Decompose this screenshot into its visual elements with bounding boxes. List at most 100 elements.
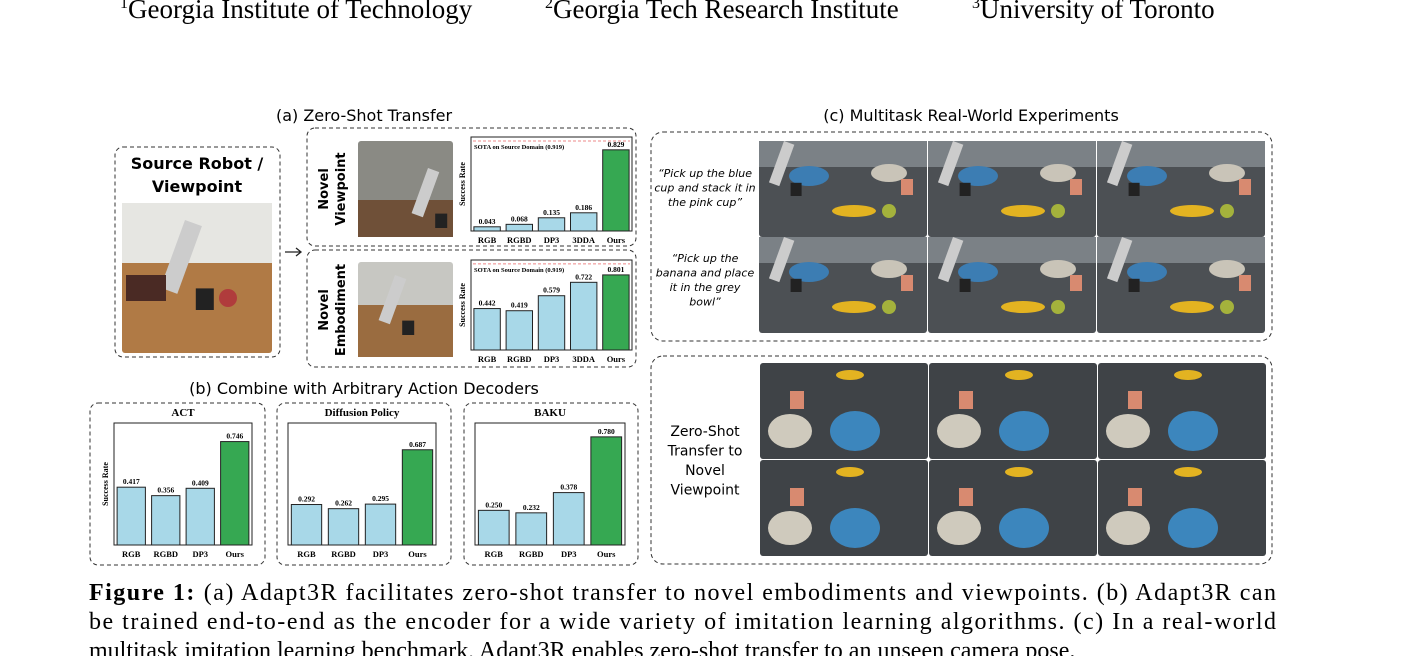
bar	[537, 295, 566, 351]
bar	[602, 274, 630, 351]
value-label: 0.043	[479, 217, 496, 226]
pink-cup	[1128, 391, 1142, 409]
value-label: 0.579	[543, 286, 560, 295]
row-label: Viewpoint	[334, 152, 349, 225]
blue-bowl	[789, 166, 829, 186]
viewpoint-panel	[306, 127, 637, 247]
grey-bowl	[1209, 260, 1245, 278]
x-tick-label: DP3	[561, 549, 577, 559]
annotation: SOTA on Source Domain (0.919)	[474, 267, 564, 274]
value-label: 0.417	[123, 477, 140, 486]
bar	[401, 449, 434, 546]
value-label: 0.829	[607, 140, 624, 149]
value-label: 0.262	[335, 499, 352, 508]
banana	[836, 370, 864, 380]
mug	[219, 289, 237, 307]
x-tick-label: RGB	[122, 549, 141, 559]
x-tick-label: RGB	[485, 549, 504, 559]
gripper	[959, 278, 971, 292]
dp-panel	[276, 402, 452, 566]
x-tick-label: DP3	[544, 235, 560, 245]
transfer-label: Zero-Shot	[670, 424, 740, 440]
x-tick-label: RGB	[478, 354, 497, 364]
task-prompt: banana and place	[656, 267, 755, 280]
gripper	[402, 320, 415, 335]
value-label: 0.409	[192, 478, 209, 487]
pink-cup	[901, 275, 913, 291]
robot-arm	[160, 220, 202, 294]
value-label: 0.135	[543, 208, 560, 217]
banana	[1005, 467, 1033, 477]
robot-arm	[768, 236, 795, 283]
value-label: 0.780	[598, 427, 615, 436]
photo	[1098, 460, 1266, 556]
x-tick-label: Ours	[597, 549, 616, 559]
x-tick-label: RGBD	[507, 354, 532, 364]
task-prompt: bowl”	[689, 296, 721, 309]
grey-bowl	[1040, 164, 1076, 182]
row-label: Novel	[317, 289, 332, 331]
panel-title: (c) Multitask Real-World Experiments	[823, 106, 1119, 125]
x-tick-label: RGB	[297, 549, 316, 559]
x-tick-label: Ours	[408, 549, 427, 559]
task-prompt: “Pick up the blue	[658, 167, 752, 180]
blue-bowl	[830, 508, 880, 548]
affiliation-name: Georgia Institute of Technology	[128, 0, 473, 24]
y-axis-label: Success Rate	[458, 162, 467, 206]
apple	[1220, 204, 1234, 218]
chart-title: BAKU	[534, 407, 566, 419]
photo	[1098, 363, 1266, 459]
baku-panel	[463, 402, 639, 566]
caption-text: (a) Adapt3R facilitates zero-shot transf…	[204, 580, 1276, 606]
task-prompt: “Pick up the	[672, 252, 739, 265]
affiliation: 3University of Toronto	[972, 0, 1215, 24]
task-prompt: cup and stack it in	[654, 182, 755, 195]
x-tick-label: DP3	[544, 354, 560, 364]
x-tick-label: RGBD	[153, 549, 178, 559]
affiliation-name: University of Toronto	[980, 0, 1215, 24]
y-axis-label: Success Rate	[458, 283, 467, 327]
blue-bowl	[1127, 166, 1167, 186]
y-axis-label: Success Rate	[101, 462, 110, 506]
row-label: Novel	[317, 168, 332, 210]
value-label: 0.722	[575, 272, 592, 281]
pink-cup	[959, 391, 973, 409]
banana	[1005, 370, 1033, 380]
bar	[602, 149, 630, 232]
value-label: 0.442	[479, 299, 496, 308]
panel-title: (a) Zero-Shot Transfer	[276, 106, 452, 125]
gripper	[435, 213, 448, 228]
photo	[122, 203, 272, 353]
blue-bowl	[789, 262, 829, 282]
affiliation-mark: 1	[120, 0, 128, 12]
pink-cup	[790, 488, 804, 506]
value-label: 0.250	[485, 500, 502, 509]
pink-cup	[1070, 275, 1082, 291]
bar	[569, 281, 598, 351]
robot-arm	[937, 141, 964, 187]
plot-frame	[113, 422, 253, 546]
value-label: 0.746	[226, 432, 243, 441]
chart-title: Diffusion Policy	[325, 407, 400, 419]
transfer-label: Transfer to	[667, 444, 743, 460]
photo	[760, 460, 928, 556]
value-label: 0.687	[409, 440, 426, 449]
bar	[515, 512, 548, 546]
transfer-label: Novel	[685, 463, 725, 479]
photo	[929, 460, 1097, 556]
arrow	[285, 247, 303, 257]
bar	[473, 226, 501, 232]
gripper	[790, 278, 802, 292]
photo	[928, 141, 1096, 237]
grey-bowl	[1040, 260, 1076, 278]
photo	[759, 140, 927, 237]
pink-cup	[1128, 488, 1142, 506]
chart-title: ACT	[171, 407, 195, 419]
banana	[1174, 370, 1202, 380]
photo	[929, 363, 1097, 459]
grey-bowl	[768, 414, 812, 448]
blue-bowl	[999, 411, 1049, 451]
x-tick-label: DP3	[373, 549, 389, 559]
value-label: 0.295	[372, 494, 389, 503]
blue-bowl	[1168, 411, 1218, 451]
